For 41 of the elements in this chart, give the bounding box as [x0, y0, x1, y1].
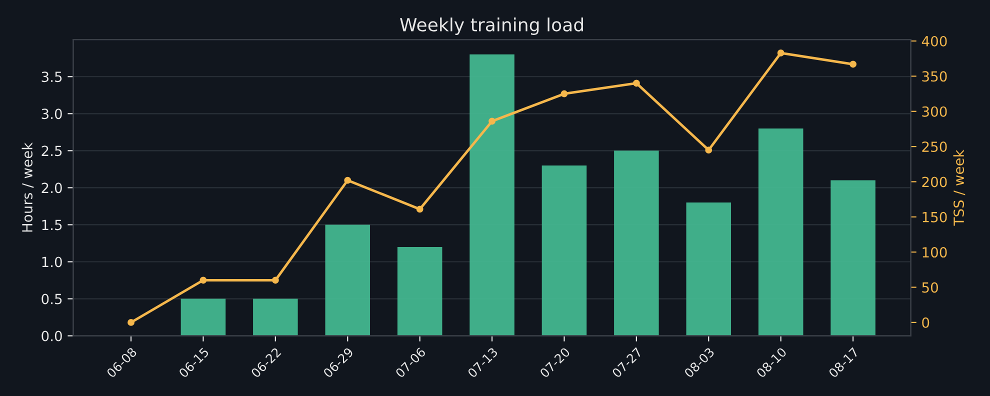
y-tick-label: 3.0 — [42, 108, 62, 120]
y2-tick-label: 50 — [922, 282, 938, 293]
bar — [614, 150, 659, 336]
y-tick-label: 2.5 — [42, 146, 62, 156]
y-tick-label: 0.5 — [42, 294, 62, 304]
y2-tick-label: 250 — [922, 142, 947, 152]
y2-tick-label: 350 — [922, 71, 947, 82]
y-tick-label: 1.0 — [42, 256, 62, 268]
point — [488, 118, 496, 125]
bar — [542, 165, 587, 336]
bar — [758, 128, 804, 336]
y2-tick-label: 100 — [922, 247, 947, 258]
point — [416, 206, 424, 213]
bar — [830, 180, 876, 336]
bar — [253, 298, 298, 336]
point — [200, 276, 207, 284]
point — [850, 60, 857, 68]
bar — [180, 298, 226, 336]
point — [344, 176, 352, 184]
bar — [686, 202, 732, 336]
point — [777, 49, 784, 56]
chart-title: Weekly training load — [400, 18, 583, 36]
point — [128, 318, 134, 326]
y2-tick-label: 400 — [922, 36, 947, 46]
y-axis-title: Hours / week — [22, 142, 34, 232]
bar — [470, 54, 514, 336]
y-tick-label: 1.5 — [42, 220, 62, 230]
y-tick-label: 2.0 — [42, 182, 62, 194]
y2-tick-label: 200 — [922, 176, 947, 188]
y-tick-label: 3.5 — [42, 72, 62, 82]
point — [632, 80, 640, 87]
y2-tick-label: 0 — [922, 317, 930, 328]
y-tick-label: 0.0 — [42, 330, 62, 342]
bar — [397, 246, 442, 336]
bar — [325, 224, 370, 336]
point — [560, 90, 568, 98]
point — [705, 146, 712, 154]
point — [272, 276, 279, 284]
y2-axis-title: TSS / week — [953, 150, 966, 226]
y2-tick-label: 150 — [922, 212, 947, 222]
y2-tick-label: 300 — [922, 106, 947, 117]
